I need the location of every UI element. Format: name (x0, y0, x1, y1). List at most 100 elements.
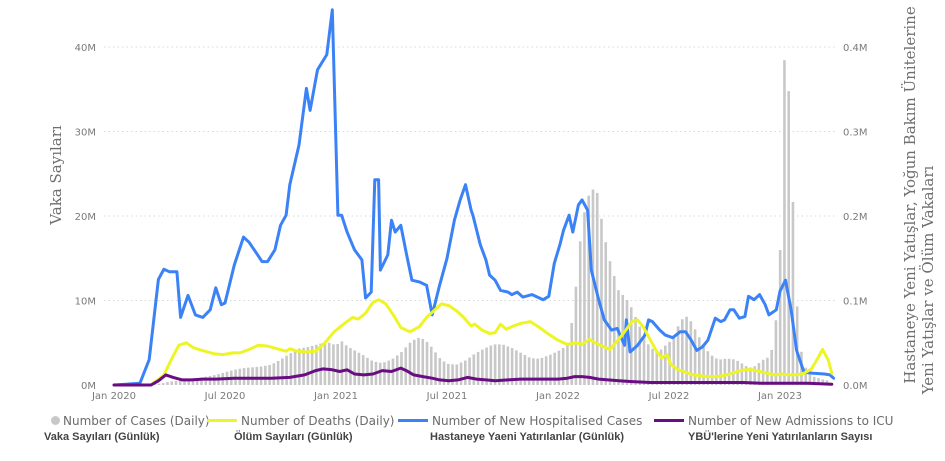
cases-bar (664, 345, 667, 385)
cases-bar (753, 366, 756, 385)
legend-item-cases[interactable]: Number of Cases (Daily) (51, 414, 210, 428)
cases-bar (442, 361, 446, 385)
cases-bar (812, 376, 816, 385)
y-left-tick-label: 40M (75, 43, 96, 54)
cases-bar (178, 380, 182, 385)
cases-bar (289, 353, 293, 385)
cases-bar (183, 380, 186, 385)
cases-bar (166, 382, 169, 385)
cases-bar (412, 339, 416, 385)
cases-bar (770, 349, 773, 385)
cases-bar (344, 345, 348, 385)
cases-bar (204, 376, 208, 385)
cases-bar (425, 341, 429, 385)
x-tick-label: Jan 2021 (313, 391, 358, 402)
cases-bar (434, 352, 437, 385)
cases-bars (153, 60, 829, 385)
cases-bar (281, 358, 284, 385)
cases-bar (804, 367, 808, 385)
cases-bar (744, 366, 748, 385)
cases-bar (340, 341, 344, 385)
cases-bar (247, 367, 250, 385)
x-tick-label: Jan 2022 (535, 391, 580, 402)
cases-bar (200, 377, 203, 385)
cases-bar (540, 357, 544, 385)
cases-bar (353, 350, 356, 385)
cases-bar (387, 360, 391, 385)
cases-bar (583, 212, 586, 385)
y-left-tick-label: 10M (75, 297, 96, 308)
y-left-tick-label: 20M (75, 212, 96, 223)
cases-bar (676, 326, 680, 385)
cases-bar (502, 344, 505, 385)
cases-bar (493, 344, 497, 385)
cases-bar (293, 350, 297, 385)
cases-bar (161, 383, 165, 385)
series-line-number-of-new-admissions-to-icu (112, 366, 834, 387)
cases-bar (757, 363, 761, 385)
cases-bar (361, 355, 365, 385)
cases-bar (549, 354, 552, 385)
cases-bar (578, 241, 582, 385)
cases-bar (383, 362, 386, 385)
cases-bar (634, 316, 637, 385)
cases-bar (404, 347, 408, 385)
cases-bar (264, 365, 267, 385)
cases-bar (608, 261, 612, 385)
cases-bar (591, 189, 595, 385)
cases-bar (285, 355, 288, 385)
cases-bar (268, 365, 271, 385)
cases-bar (327, 342, 331, 385)
cases-bar (464, 360, 467, 385)
legend-marker-deaths (207, 419, 237, 422)
cases-bar (498, 344, 501, 385)
cases-bar (570, 323, 573, 385)
legend-tr-deaths: Ölüm Sayıları (Günlük) (234, 431, 353, 443)
cases-bar (791, 201, 795, 385)
cases-bar (821, 379, 825, 385)
legend-label-hospitalised: Number of New Hospitalised Cases (432, 414, 643, 428)
cases-bar (174, 381, 178, 385)
y-right-ticks: 0.0M 0.1M 0.2M 0.3M 0.4M (843, 43, 868, 392)
legend-item-deaths[interactable]: Number of Deaths (Daily) (207, 414, 394, 428)
cases-bar (723, 358, 727, 385)
cases-bar (476, 351, 480, 385)
cases-bar (719, 359, 722, 385)
x-tick-label: Jan 2020 (91, 391, 136, 402)
cases-bar (749, 367, 752, 385)
cases-bar (323, 342, 327, 385)
cases-bar (336, 344, 339, 385)
cases-bar (170, 381, 174, 385)
cases-bar (489, 345, 493, 385)
cases-bar (710, 355, 714, 385)
cases-bar (157, 383, 161, 385)
cases-bar (689, 321, 693, 385)
gridlines (104, 46, 835, 301)
cases-bar (302, 347, 305, 385)
cases-bar (468, 357, 471, 385)
legend-marker-cases (51, 416, 60, 425)
x-tick-label: Jul 2021 (426, 391, 468, 402)
cases-bar (566, 344, 569, 385)
cases-bar (306, 347, 310, 385)
legend-item-hospitalised[interactable]: Number of New Hospitalised Cases (398, 414, 642, 428)
cases-bar (451, 364, 454, 385)
cases-bar (191, 379, 195, 385)
legend-tr-hospitalised: Hastaneye Yaeni Yatırılanlar (Günlük) (430, 431, 625, 443)
cases-bar (600, 218, 603, 385)
y-right-tick-label: 0.1M (843, 297, 868, 308)
cases-bar (455, 364, 459, 385)
y-right-tick-label: 0.0M (843, 381, 868, 392)
cases-bar (817, 378, 820, 385)
legend-label-deaths: Number of Deaths (Daily) (241, 414, 395, 428)
cases-bar (408, 342, 412, 385)
cases-bar (766, 357, 769, 385)
cases-bar (187, 379, 191, 385)
legend-item-icu[interactable]: Number of New Admissions to ICU (654, 414, 893, 428)
y-left-ticks: 0M 10M 20M 30M 40M (75, 43, 96, 392)
cases-bar (446, 363, 450, 385)
cases-bar (698, 337, 701, 385)
cases-bar (681, 319, 684, 385)
cases-bar (727, 358, 731, 385)
